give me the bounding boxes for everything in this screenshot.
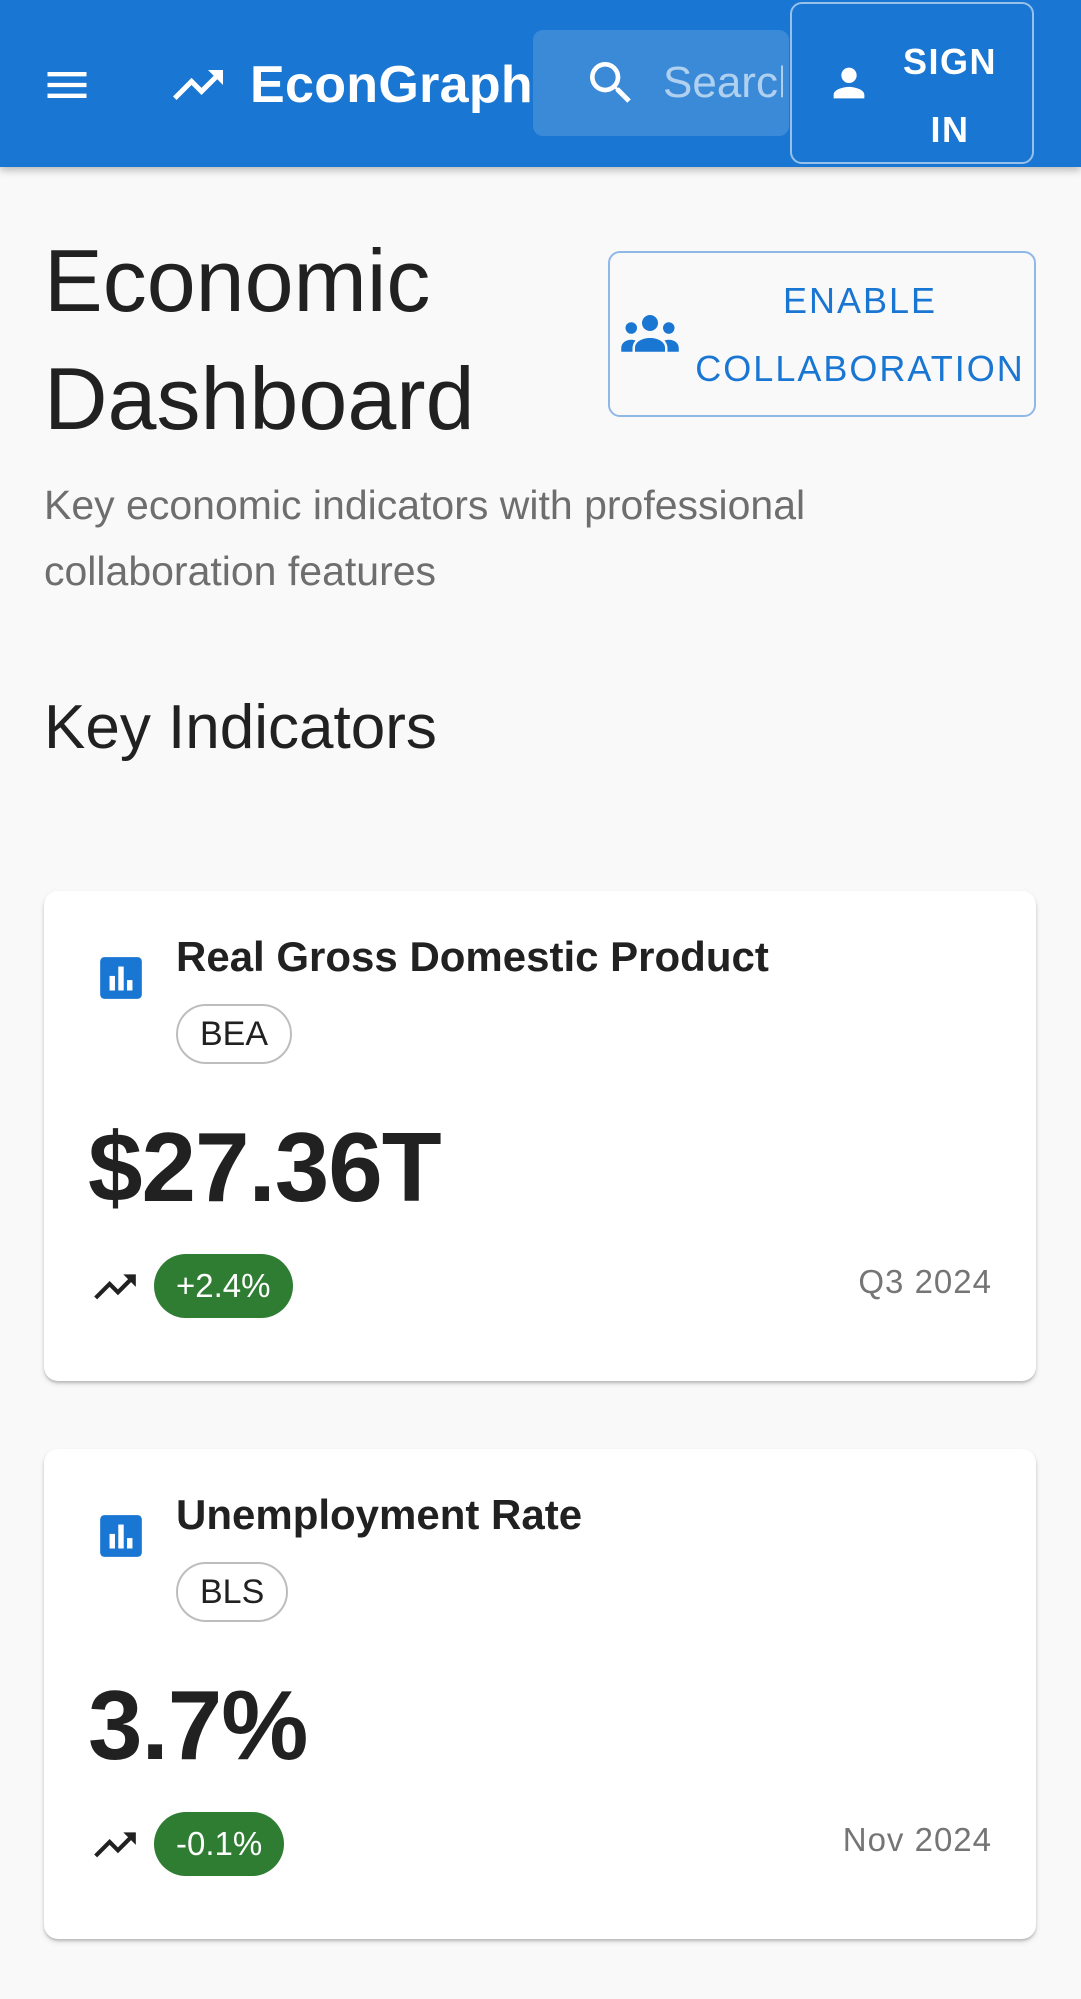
indicator-title: Unemployment Rate	[176, 1491, 583, 1538]
source-badge: BLS	[176, 1562, 289, 1622]
menu-button[interactable]	[22, 40, 112, 130]
search-box[interactable]	[533, 30, 789, 136]
person-icon	[833, 67, 865, 99]
source-badge: BEA	[176, 1004, 293, 1064]
sign-in-button[interactable]: SIGN IN	[790, 2, 1034, 164]
trending-up-icon	[94, 1832, 136, 1858]
bar-chart-icon	[100, 1515, 142, 1557]
indicator-card-unemployment[interactable]: Unemployment Rate BLS 3.7% -0.1% Nov 202…	[44, 1449, 1036, 1939]
app-bar: EconGraph SIGN IN	[0, 0, 1081, 167]
group-icon	[621, 315, 679, 352]
brand-name: EconGraph	[250, 56, 533, 114]
enable-collaboration-button[interactable]: ENABLE COLLABORATION	[608, 251, 1036, 417]
search-input[interactable]	[663, 52, 783, 114]
page-subtitle: Key economic indicators with professiona…	[44, 482, 806, 594]
change-badge: +2.4%	[154, 1254, 293, 1318]
section-title-key-indicators: Key Indicators	[44, 693, 437, 762]
indicator-value: 3.7%	[88, 1670, 308, 1780]
indicator-value: $27.36T	[88, 1112, 442, 1222]
change-badge: -0.1%	[154, 1812, 285, 1876]
indicator-card-gdp[interactable]: Real Gross Domestic Product BEA $27.36T …	[44, 891, 1036, 1381]
indicator-period: Nov 2024	[842, 1821, 992, 1858]
menu-icon	[47, 72, 87, 98]
brand-logo[interactable]: EconGraph	[168, 50, 533, 120]
trending-up-icon	[168, 55, 228, 115]
trending-up-icon	[94, 1274, 136, 1300]
enable-collaboration-label: ENABLE COLLABORATION	[695, 280, 1025, 389]
indicator-period: Q3 2024	[858, 1263, 992, 1300]
search-icon	[590, 62, 631, 103]
indicator-title: Real Gross Domestic Product	[176, 933, 769, 980]
sign-in-label: SIGN IN	[902, 41, 997, 150]
page-title: Economic Dashboard	[44, 231, 475, 448]
bar-chart-icon	[100, 957, 142, 999]
